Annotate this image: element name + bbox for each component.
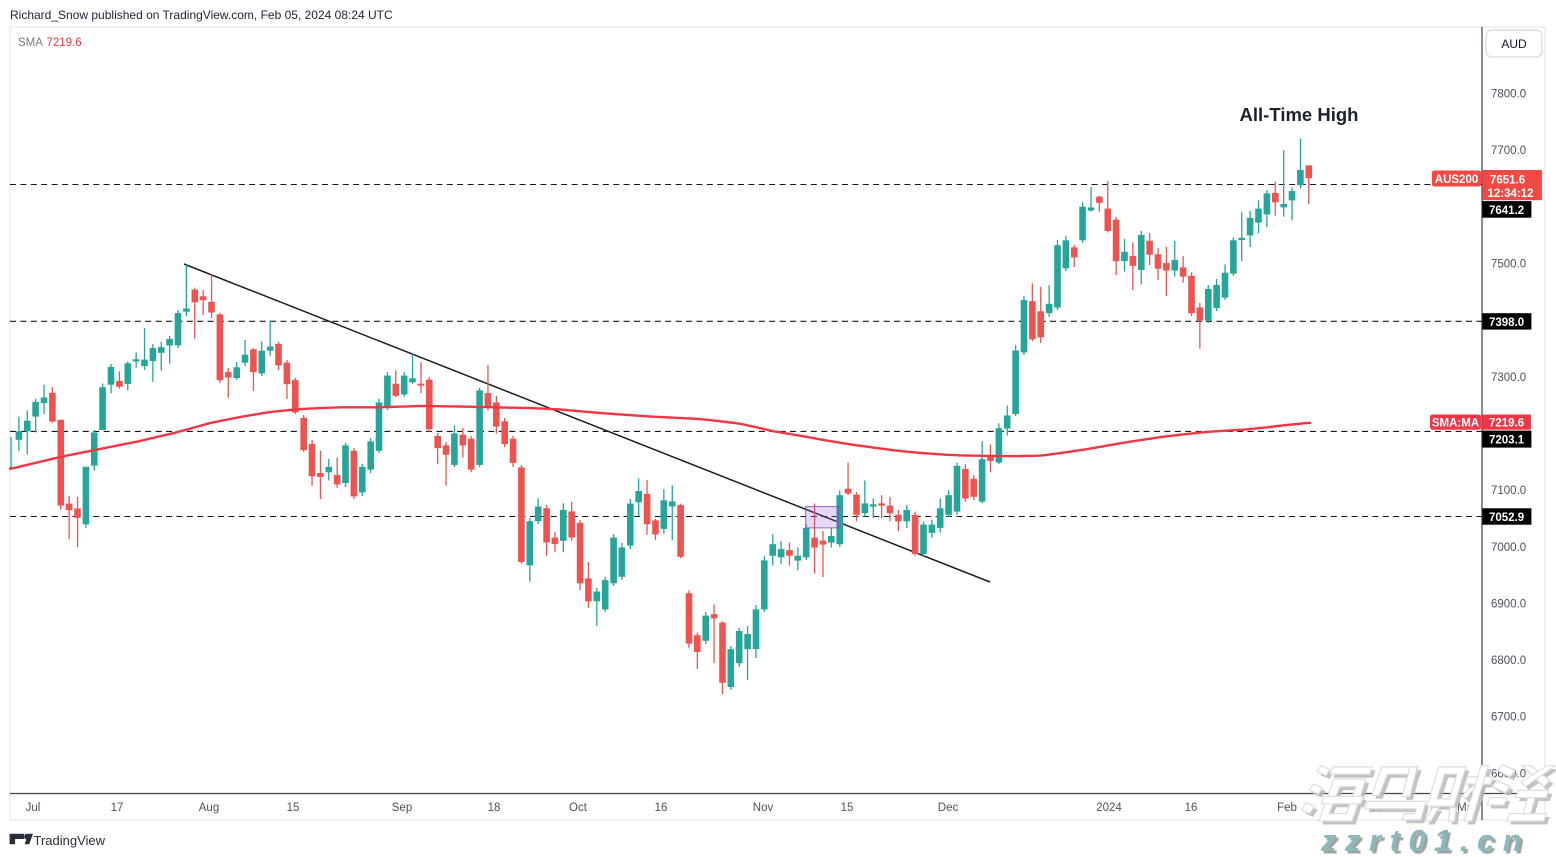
svg-text:Dec: Dec (938, 802, 959, 814)
svg-text:18: 18 (488, 802, 501, 814)
svg-text:Sep: Sep (392, 802, 412, 814)
svg-text:7052.9: 7052.9 (1489, 512, 1524, 524)
svg-text:Richard_Snow published on Trad: Richard_Snow published on TradingView.co… (10, 8, 393, 22)
svg-text:12:34:12: 12:34:12 (1488, 188, 1534, 200)
svg-text:Oct: Oct (569, 802, 588, 814)
svg-text:AUD: AUD (1501, 37, 1527, 51)
svg-text:16: 16 (655, 802, 668, 814)
svg-text:Jul: Jul (26, 802, 41, 814)
svg-text:SMA:MA: SMA:MA (1432, 417, 1479, 429)
svg-text:16: 16 (1185, 802, 1198, 814)
svg-text:7100.0: 7100.0 (1491, 485, 1526, 497)
svg-text:Nov: Nov (753, 802, 774, 814)
svg-text:7700.0: 7700.0 (1491, 145, 1526, 157)
svg-text:2024: 2024 (1096, 802, 1122, 814)
svg-text:TradingView: TradingView (34, 833, 106, 848)
svg-text:7398.0: 7398.0 (1489, 317, 1524, 329)
svg-text:7203.1: 7203.1 (1489, 435, 1525, 447)
svg-text:Feb: Feb (1277, 802, 1297, 814)
svg-text:7500.0: 7500.0 (1491, 259, 1526, 271)
svg-text:6900.0: 6900.0 (1491, 598, 1526, 610)
svg-text:15: 15 (841, 802, 854, 814)
svg-text:7219.6: 7219.6 (1489, 417, 1524, 429)
svg-text:7800.0: 7800.0 (1491, 89, 1526, 101)
svg-text:7000.0: 7000.0 (1491, 542, 1526, 554)
svg-text:AUS200: AUS200 (1435, 174, 1478, 186)
svg-text:All-Time High: All-Time High (1240, 104, 1359, 125)
svg-text:6700.0: 6700.0 (1491, 712, 1526, 724)
svg-text:7651.6: 7651.6 (1490, 174, 1525, 186)
svg-text:7300.0: 7300.0 (1491, 372, 1526, 384)
svg-text:Aug: Aug (199, 802, 219, 814)
svg-text:SMA: SMA (18, 37, 43, 49)
svg-text:17: 17 (111, 802, 124, 814)
svg-text:15: 15 (287, 802, 300, 814)
svg-text:7219.6: 7219.6 (47, 37, 82, 49)
svg-text:7641.2: 7641.2 (1489, 205, 1524, 217)
svg-text:6800.0: 6800.0 (1491, 655, 1526, 667)
